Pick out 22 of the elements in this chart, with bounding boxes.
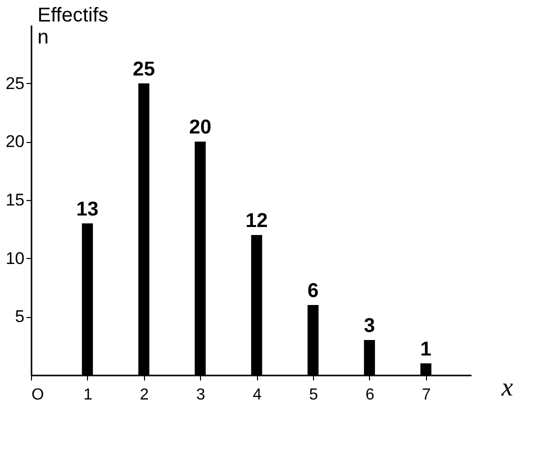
data-label: 20 (189, 116, 212, 139)
x-tick-label: 2 (140, 386, 149, 404)
x-tick-label: 4 (252, 386, 262, 404)
x-tick-label: 7 (422, 386, 431, 404)
x-tick-label: 3 (196, 386, 206, 404)
y-tick-label: 25 (6, 74, 24, 93)
data-label: 25 (132, 58, 155, 80)
data-label: 3 (364, 315, 376, 337)
x-tick-label: 1 (83, 386, 92, 404)
y-tick-label: 20 (6, 132, 24, 152)
x-axis-title: x (500, 372, 514, 402)
y-axis-title: Effectifs n (38, 4, 108, 48)
x-tick-label: 5 (309, 386, 318, 404)
data-label: 1 (420, 338, 432, 360)
data-label: 12 (246, 210, 268, 232)
data-label: 6 (307, 280, 319, 302)
y-tick-label: 10 (6, 248, 24, 268)
y-tick-label: 15 (6, 190, 24, 210)
y-tick-label: 5 (15, 307, 24, 326)
x-tick-label: 6 (366, 386, 375, 404)
data-label: 13 (76, 198, 99, 220)
x-tick-label: O (32, 386, 44, 404)
